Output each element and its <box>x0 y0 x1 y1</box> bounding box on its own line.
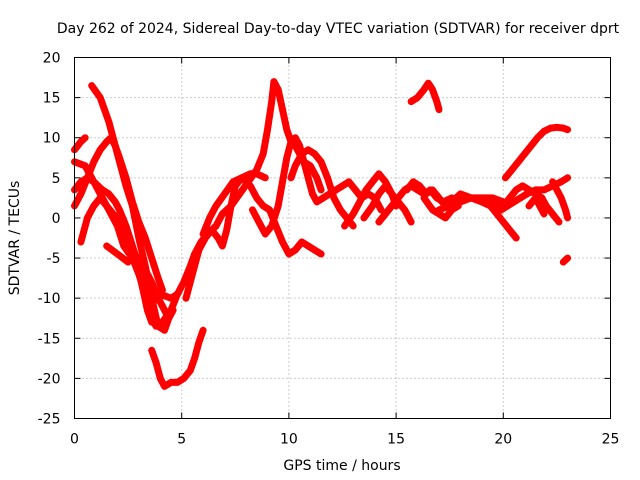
data-series-arc-11 <box>199 174 325 258</box>
data-series-arc-20 <box>407 79 443 114</box>
y-tick-label: 10 <box>43 131 61 147</box>
data-series-arc-15 <box>360 182 415 226</box>
tick-layer: 0 5 10 15 20 25 -25 -20 -15 -10 -5 0 5 10 15 20 <box>38 51 620 448</box>
chart-title: Day 262 of 2024, Sidereal Day-to-day VTE… <box>57 21 620 37</box>
data-series-arc-23 <box>525 194 548 218</box>
series-layer <box>71 78 572 390</box>
data-series-arc-13 <box>287 146 357 230</box>
y-tick-label: -15 <box>38 331 61 347</box>
data-series-arc-10 <box>182 170 269 302</box>
data-series-arc-5 <box>88 82 177 334</box>
data-series-arc-18 <box>420 194 462 222</box>
y-tick-label: -25 <box>38 412 61 428</box>
x-tick-label: 10 <box>280 432 298 448</box>
data-series-arc-24 <box>549 178 572 222</box>
y-tick-label: -20 <box>38 371 61 387</box>
x-tick-label: 5 <box>177 432 186 448</box>
y-tick-label: 20 <box>43 51 61 67</box>
x-tick-label: 20 <box>494 432 512 448</box>
y-axis-label: SDTVAR / TECUs <box>7 181 23 296</box>
data-series-arc-19 <box>435 194 520 242</box>
y-tick-label: -5 <box>47 251 61 267</box>
x-tick-label: 15 <box>387 432 405 448</box>
y-tick-label: 0 <box>52 211 61 227</box>
x-tick-label: 25 <box>602 432 620 448</box>
x-axis-label: GPS time / hours <box>283 458 400 474</box>
x-tick-label: 0 <box>70 432 79 448</box>
y-tick-label: 5 <box>52 171 61 187</box>
data-series-arc-12 <box>249 134 385 238</box>
data-series-arc-7 <box>103 242 175 318</box>
data-series-arc-1 <box>71 134 89 154</box>
data-series-arc-22 <box>499 182 563 226</box>
data-series-arc-8 <box>148 326 207 390</box>
y-tick-label: 15 <box>43 91 61 107</box>
data-series-arc-6 <box>71 134 166 294</box>
data-series-arc-25 <box>559 254 572 266</box>
y-tick-label: -10 <box>38 291 61 307</box>
data-series-arc-21 <box>501 123 572 182</box>
plot-frame <box>74 57 611 419</box>
